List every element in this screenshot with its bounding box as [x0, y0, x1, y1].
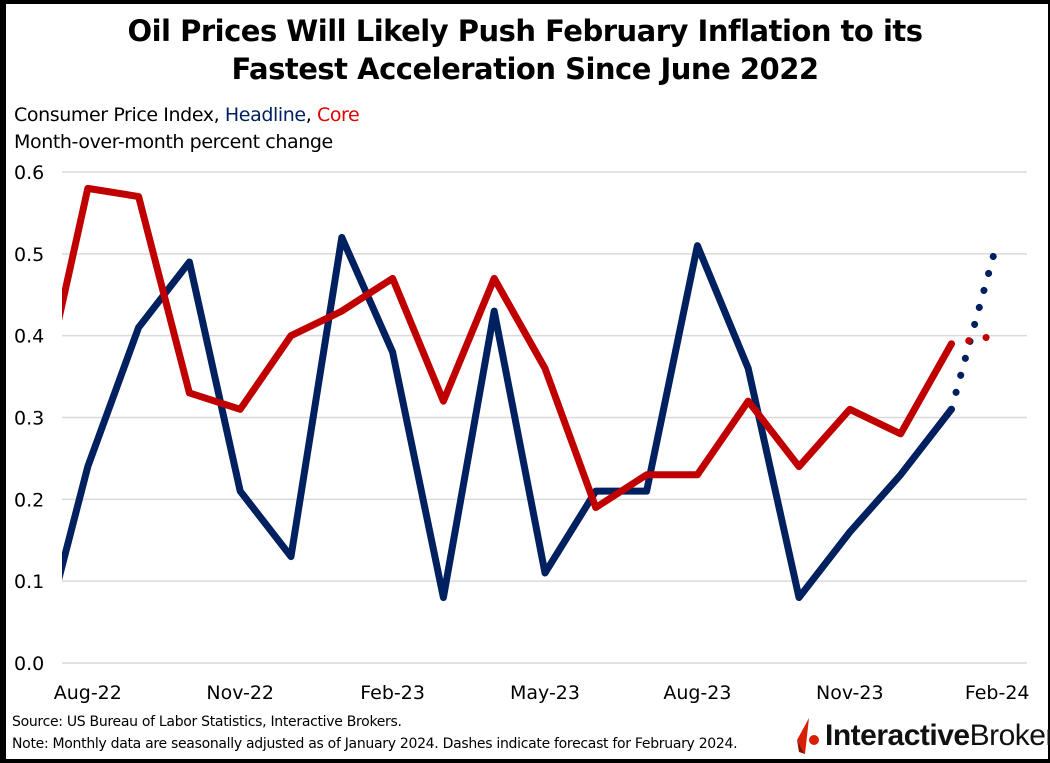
- subtitle-units: Month-over-month percent change: [14, 131, 333, 153]
- ib-logo-icon: [797, 718, 819, 754]
- x-tick-label: Aug-22: [54, 682, 122, 704]
- chart-title: Oil Prices Will Likely Push February Inf…: [0, 12, 1050, 88]
- series-line-headline: [62, 233, 955, 602]
- y-tick-label: 0.1: [14, 571, 44, 593]
- subtitle-prefix: Consumer Price Index,: [14, 104, 225, 126]
- forecast-dots-core: [947, 332, 1000, 348]
- x-tick-label: Nov-22: [206, 682, 274, 704]
- title-line-2: Fastest Acceleration Since June 2022: [231, 52, 819, 86]
- y-tick-label: 0.0: [14, 653, 44, 675]
- logo-text-regular: Brokers: [969, 719, 1050, 752]
- source-note: Source: US Bureau of Labor Statistics, I…: [12, 714, 402, 730]
- legend-headline: Headline: [224, 104, 306, 126]
- series-line-core: [62, 184, 955, 512]
- subtitle-sep: ,: [305, 104, 317, 126]
- y-tick-label: 0.5: [14, 244, 44, 266]
- legend-core: Core: [316, 104, 360, 126]
- logo-text-bold: Interactive: [825, 719, 970, 752]
- subtitle: Consumer Price Index, Headline, Core: [14, 104, 360, 126]
- title-line-1: Oil Prices Will Likely Push February Inf…: [127, 14, 923, 48]
- x-tick-label: Feb-24: [965, 682, 1030, 704]
- series-group: [62, 184, 1000, 602]
- footnote: Note: Monthly data are seasonally adjust…: [12, 736, 738, 752]
- x-tick-label: May-23: [510, 682, 580, 704]
- y-tick-label: 0.2: [14, 489, 44, 511]
- forecast-dots-headline: [947, 242, 1000, 413]
- y-tick-label: 0.4: [14, 326, 44, 348]
- y-tick-label: 0.3: [14, 408, 44, 430]
- x-tick-label: Nov-23: [816, 682, 884, 704]
- y-tick-label: 0.6: [14, 162, 44, 184]
- x-tick-label: Feb-23: [360, 682, 425, 704]
- x-tick-label: Aug-23: [663, 682, 731, 704]
